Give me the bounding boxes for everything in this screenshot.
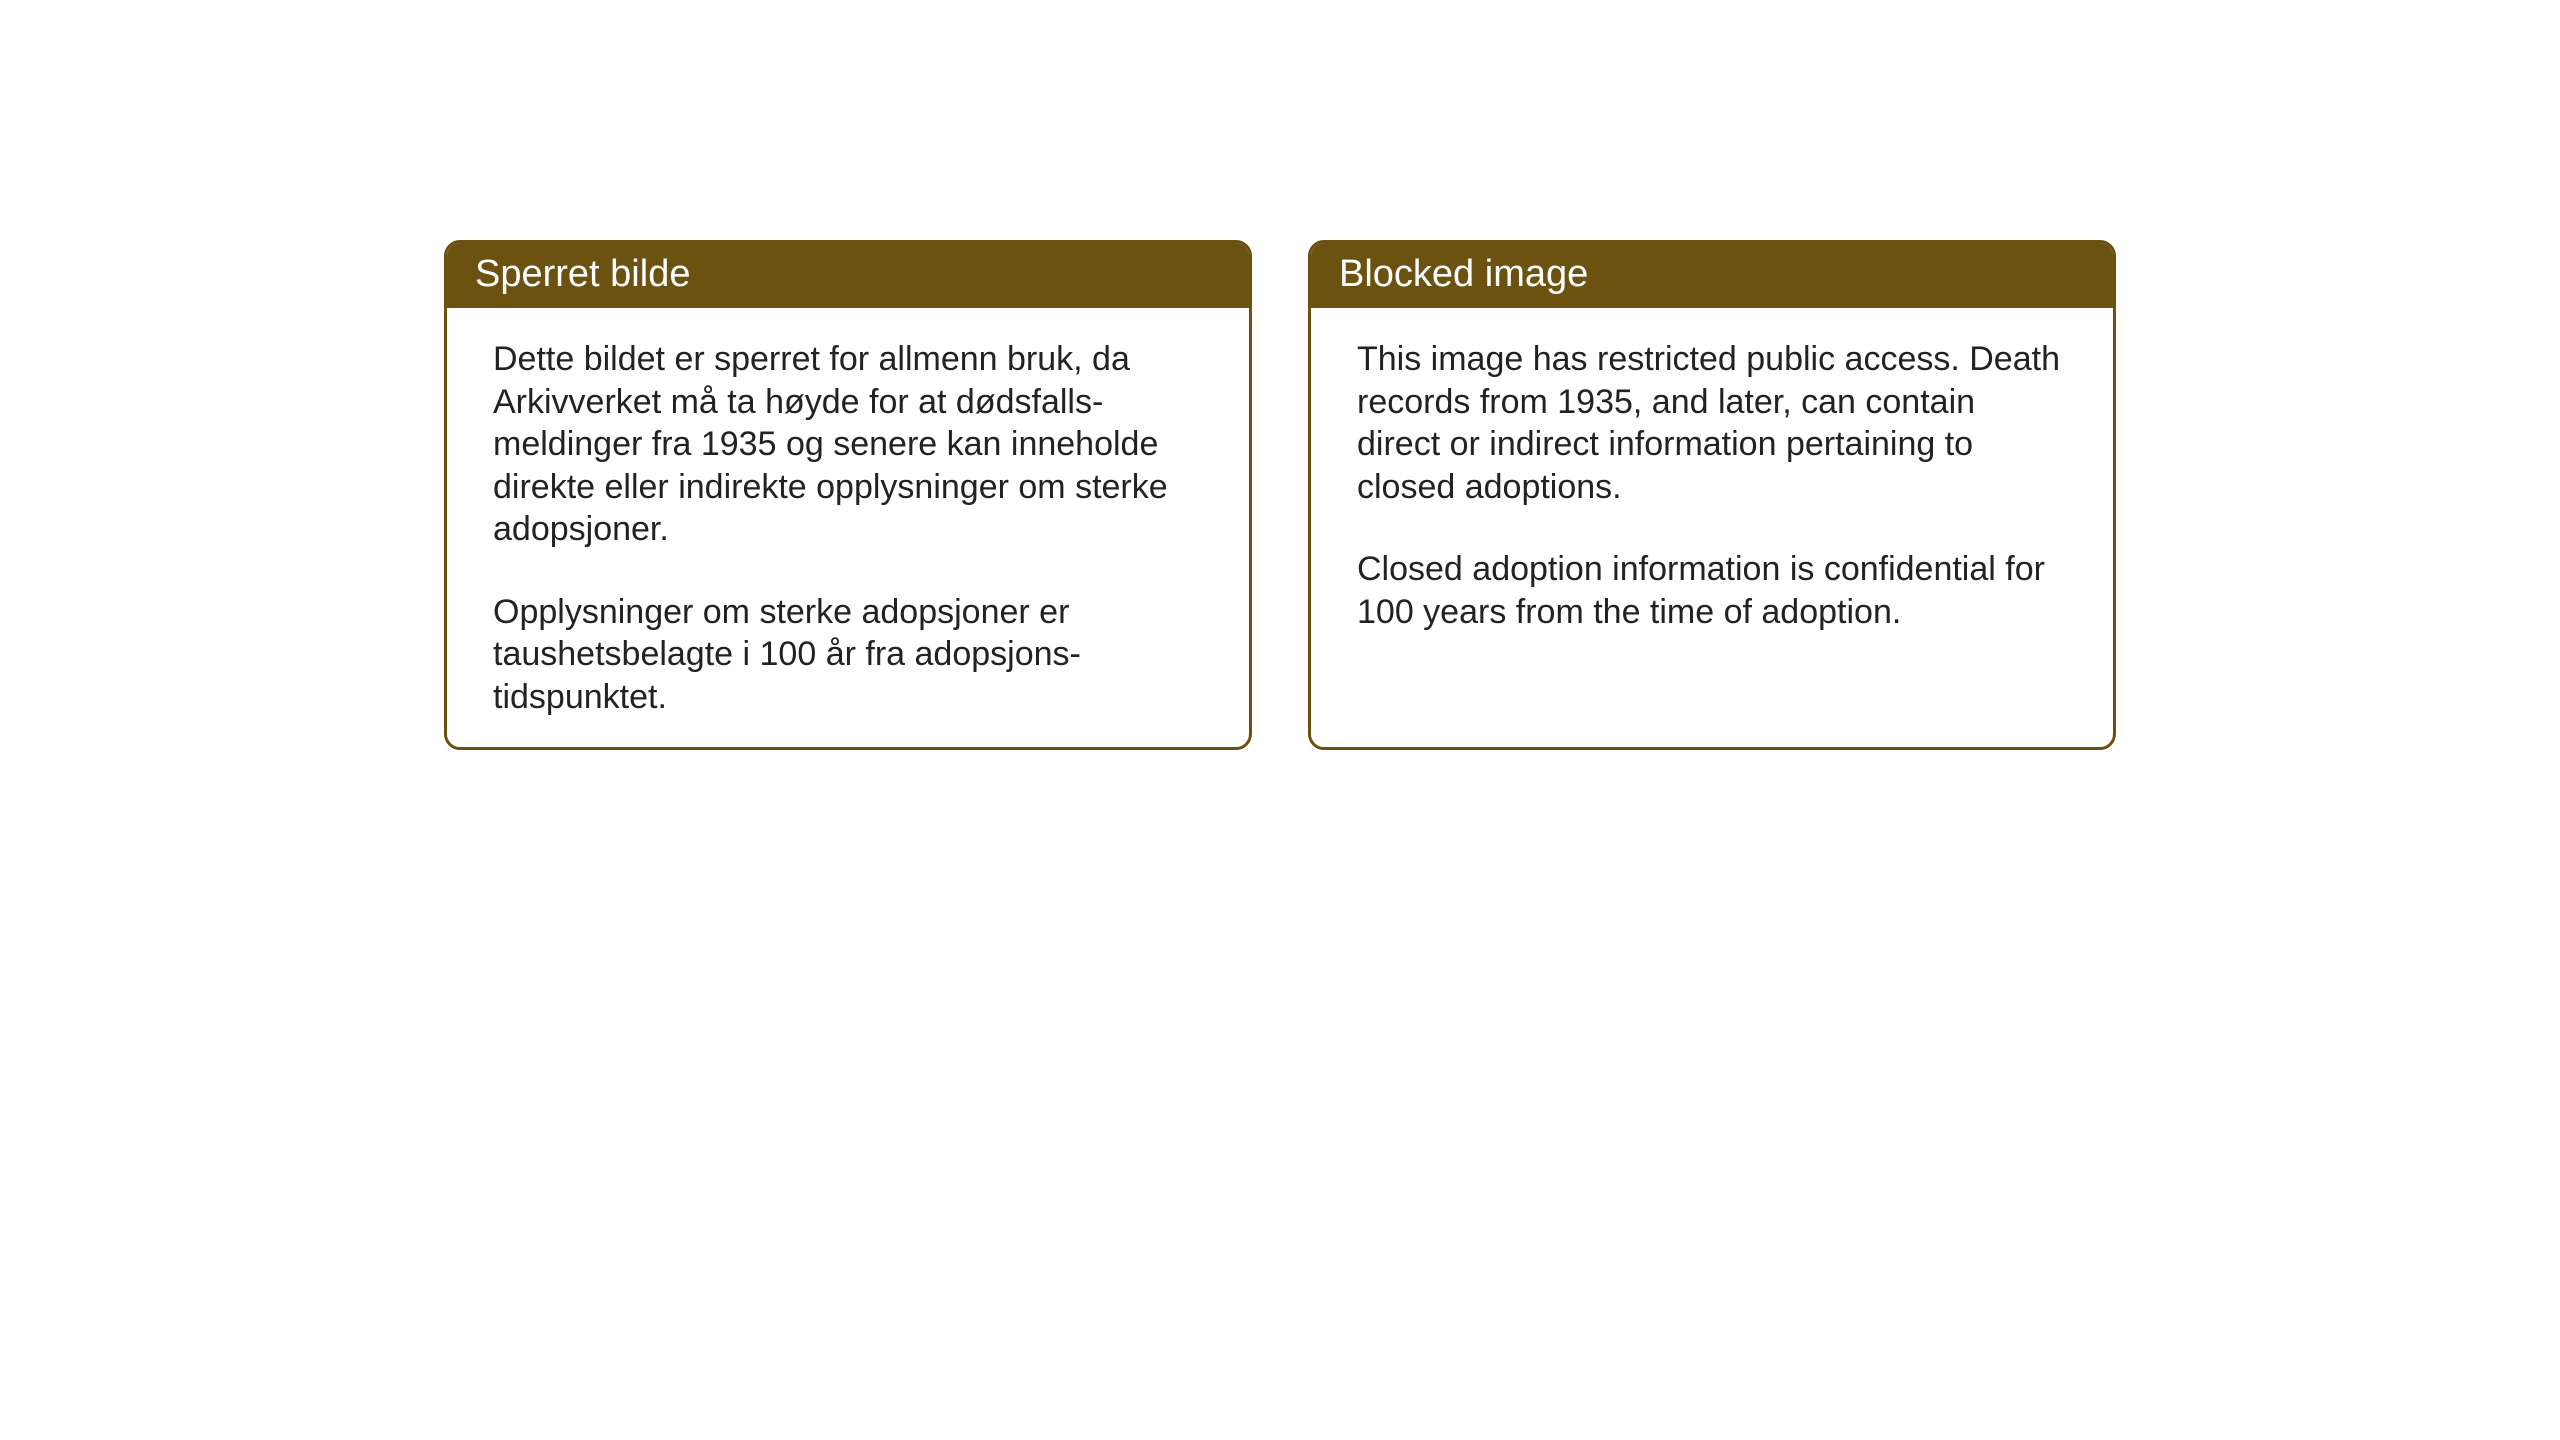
notice-cards-container: Sperret bilde Dette bildet er sperret fo… xyxy=(444,240,2116,750)
notice-paragraph-1-norwegian: Dette bildet er sperret for allmenn bruk… xyxy=(493,338,1203,551)
notice-paragraph-2-english: Closed adoption information is confident… xyxy=(1357,548,2067,633)
notice-title-english: Blocked image xyxy=(1311,243,2113,308)
notice-title-norwegian: Sperret bilde xyxy=(447,243,1249,308)
notice-paragraph-2-norwegian: Opplysninger om sterke adopsjoner er tau… xyxy=(493,591,1203,719)
notice-card-english: Blocked image This image has restricted … xyxy=(1308,240,2116,750)
notice-paragraph-1-english: This image has restricted public access.… xyxy=(1357,338,2067,508)
notice-body-norwegian: Dette bildet er sperret for allmenn bruk… xyxy=(447,308,1249,750)
notice-card-norwegian: Sperret bilde Dette bildet er sperret fo… xyxy=(444,240,1252,750)
notice-body-english: This image has restricted public access.… xyxy=(1311,308,2113,673)
